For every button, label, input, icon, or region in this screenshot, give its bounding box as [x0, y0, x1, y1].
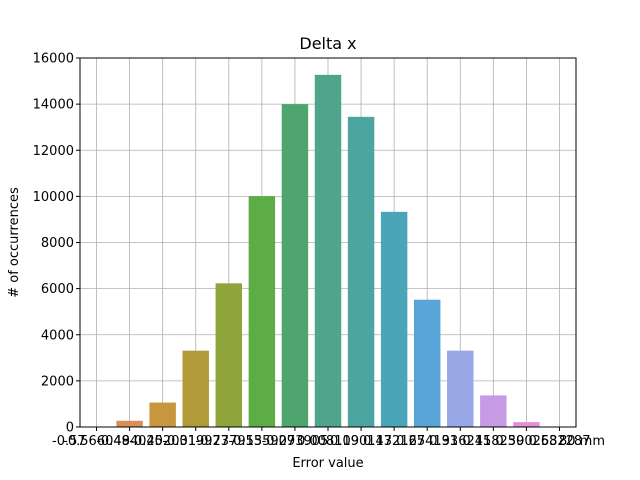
bar: [215, 283, 243, 427]
x-tick-label: 0.254191: [396, 434, 458, 449]
x-tick-label: -0.319977: [162, 434, 229, 449]
bar: [347, 116, 375, 427]
y-tick-label: 2000: [41, 374, 74, 389]
bar: [182, 350, 209, 427]
bar: [380, 211, 408, 427]
x-axis-label: Error value: [292, 456, 363, 471]
y-tick-label: 4000: [41, 328, 74, 343]
bar: [480, 395, 507, 427]
chart-title: Delta x: [299, 34, 356, 53]
y-tick-label: 10000: [33, 190, 74, 205]
x-tick-label: 0.582287: [528, 434, 590, 449]
x-tick-label: 0.500263: [495, 434, 557, 449]
bar: [248, 196, 276, 427]
y-tick-label: 16000: [33, 52, 74, 67]
ticks: 0 2000 4000 6000 8000 10000 12000 14000 16000 -0.…: [33, 52, 605, 450]
y-tick-label: 6000: [41, 282, 74, 297]
y-tick-label: 8000: [41, 236, 74, 251]
bar: [513, 422, 540, 427]
y-tick-label: 12000: [33, 144, 74, 159]
y-axis-label: # of occurrences: [7, 187, 22, 298]
x-tick-label: 0.008119: [297, 434, 359, 449]
y-tick-label: 14000: [33, 98, 74, 113]
x-tick-label: -0.566049: [63, 434, 130, 449]
bar: [314, 74, 342, 427]
bars: [116, 74, 540, 427]
x-tick-label: -0.484025: [96, 434, 163, 449]
x-edge-label-end: 80 mm: [559, 434, 605, 449]
bar: [149, 402, 176, 427]
x-tick-label: -0.155929: [228, 434, 295, 449]
y-tick-label: 0: [66, 421, 74, 436]
x-tick-label: -0.237953: [195, 434, 262, 449]
x-edge-label-start: -0.57: [52, 434, 86, 449]
bar: [116, 420, 143, 427]
x-tick-label: -0.073905: [262, 434, 329, 449]
bar: [447, 350, 474, 427]
x-tick-label: -0.402001: [129, 434, 196, 449]
bar: [281, 104, 309, 427]
x-tick-label: 0.418239: [462, 434, 524, 449]
bar: [413, 299, 441, 427]
x-tick-label: 0.336215: [429, 434, 491, 449]
x-tick-label: 0.090143: [330, 434, 392, 449]
x-tick-label: 0.172167: [363, 434, 425, 449]
